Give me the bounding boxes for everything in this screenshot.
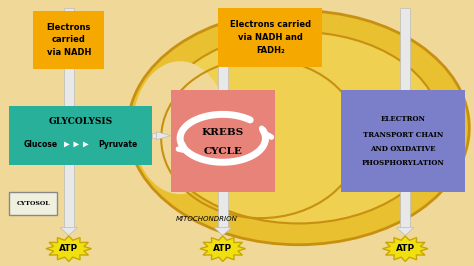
Text: ATP: ATP [396,244,415,253]
Polygon shape [156,132,171,140]
Text: Electrons: Electrons [46,23,91,32]
Text: GLYCOLYSIS: GLYCOLYSIS [48,117,113,126]
Text: KREBS: KREBS [201,128,244,138]
Text: carried: carried [52,35,86,44]
Ellipse shape [128,11,469,245]
Text: via NADH and: via NADH and [238,33,302,42]
Text: Glucose: Glucose [24,140,58,149]
Polygon shape [214,228,231,235]
Text: CYCLE: CYCLE [203,147,242,156]
Text: via NADH: via NADH [46,48,91,57]
Text: Electrons carried: Electrons carried [229,20,311,29]
Polygon shape [83,142,89,147]
FancyBboxPatch shape [218,8,322,66]
Polygon shape [200,236,246,261]
Polygon shape [64,142,70,147]
Text: PHOSPHORYLATION: PHOSPHORYLATION [362,159,444,167]
FancyBboxPatch shape [9,106,152,165]
Ellipse shape [156,32,441,223]
Polygon shape [397,228,414,235]
FancyBboxPatch shape [171,90,275,192]
Polygon shape [400,8,410,228]
Text: ATP: ATP [213,244,232,253]
Polygon shape [73,142,79,147]
Text: Pyruvate: Pyruvate [98,140,137,149]
Polygon shape [218,8,228,228]
Polygon shape [60,228,77,235]
FancyBboxPatch shape [33,11,104,69]
Text: ELECTRON: ELECTRON [381,115,425,123]
Text: TRANSPORT CHAIN: TRANSPORT CHAIN [363,131,443,139]
Text: CYTOSOL: CYTOSOL [17,201,50,206]
Polygon shape [383,236,428,261]
Ellipse shape [133,61,228,194]
FancyBboxPatch shape [9,192,57,215]
Polygon shape [152,133,156,138]
Text: ATP: ATP [59,244,78,253]
Text: MITOCHONDRION: MITOCHONDRION [175,217,237,222]
Polygon shape [64,8,74,228]
FancyBboxPatch shape [341,90,465,192]
Text: AND OXIDATIVE: AND OXIDATIVE [370,145,436,153]
Polygon shape [46,236,91,261]
Text: FADH₂: FADH₂ [256,45,284,55]
